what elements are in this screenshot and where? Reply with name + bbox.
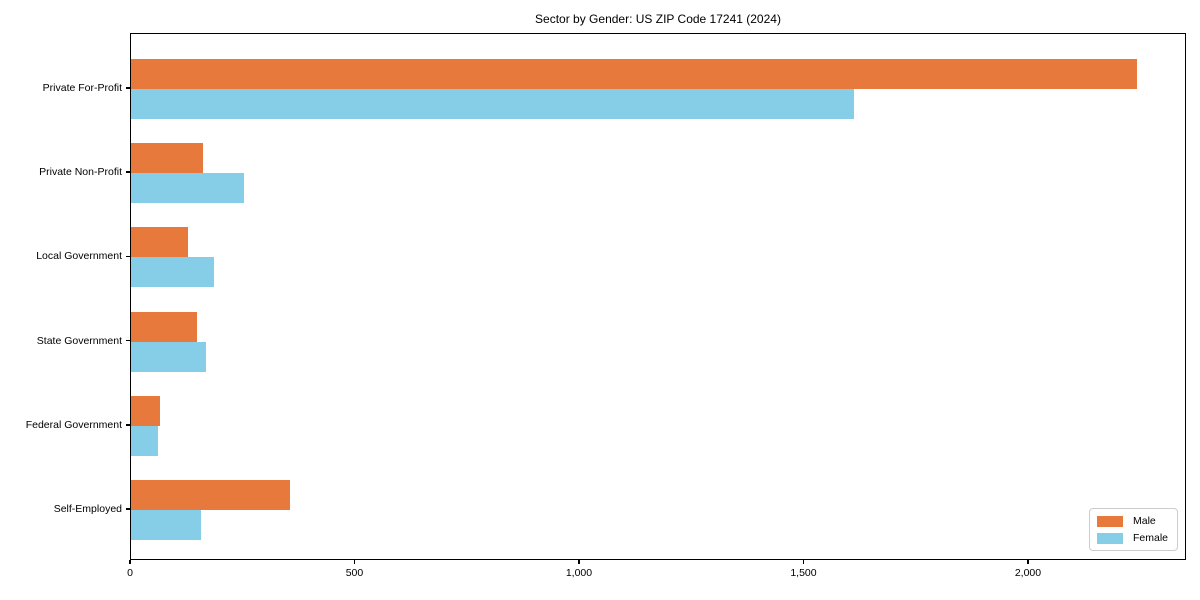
x-tick-mark [1027,560,1029,564]
y-tick-mark [126,255,130,258]
male-swatch-icon [1096,515,1123,527]
chart-title: Sector by Gender: US ZIP Code 17241 (202… [535,12,781,26]
bar-female-federal-government [131,425,158,456]
y-tick-label-federal-government: Federal Government [25,418,122,431]
legend-label-female: Female [1132,532,1168,544]
y-tick-label-self-employed: Self-Employed [53,503,122,515]
y-tick-mark [126,508,130,510]
x-tick-mark [353,560,356,564]
bar-male-private-non-profit [131,143,203,174]
x-tick-mark [802,560,805,564]
legend-entry-female: Female [1096,532,1168,544]
bar-female-state-government [131,341,206,372]
x-tick-mark [129,560,131,564]
y-tick-label-private-non-profit: Private Non-Profit [39,166,122,179]
y-tick-mark [126,339,130,342]
x-tick-label-0: 0 [127,567,133,579]
plot-area: Male Female [130,33,1186,560]
bar-female-private-for-profit [131,89,854,119]
x-tick-label-500: 500 [345,567,364,579]
y-tick-mark [126,171,130,173]
bar-female-local-government [131,257,214,288]
x-tick-label-1-000: 1,000 [565,567,593,579]
bar-male-state-government [131,311,197,342]
x-tick-label-1-500: 1,500 [790,567,817,579]
bar-male-local-government [131,227,189,258]
y-tick-mark [126,424,130,426]
y-tick-label-state-government: State Government [36,334,122,347]
female-swatch-icon [1096,532,1123,544]
legend: Male Female [1088,508,1178,551]
bar-female-self-employed [131,510,202,540]
bar-female-private-non-profit [131,173,245,204]
y-tick-label-private-for-profit: Private For-Profit [42,82,122,94]
legend-label-male: Male [1132,515,1156,527]
x-tick-mark [578,560,580,564]
x-tick-label-2-000: 2,000 [1014,567,1042,579]
legend-entry-male: Male [1096,515,1168,527]
bar-male-private-for-profit [131,59,1137,89]
bar-male-federal-government [131,395,161,426]
bar-male-self-employed [131,480,291,510]
y-tick-mark [126,87,130,89]
y-tick-label-local-government: Local Government [36,250,122,263]
